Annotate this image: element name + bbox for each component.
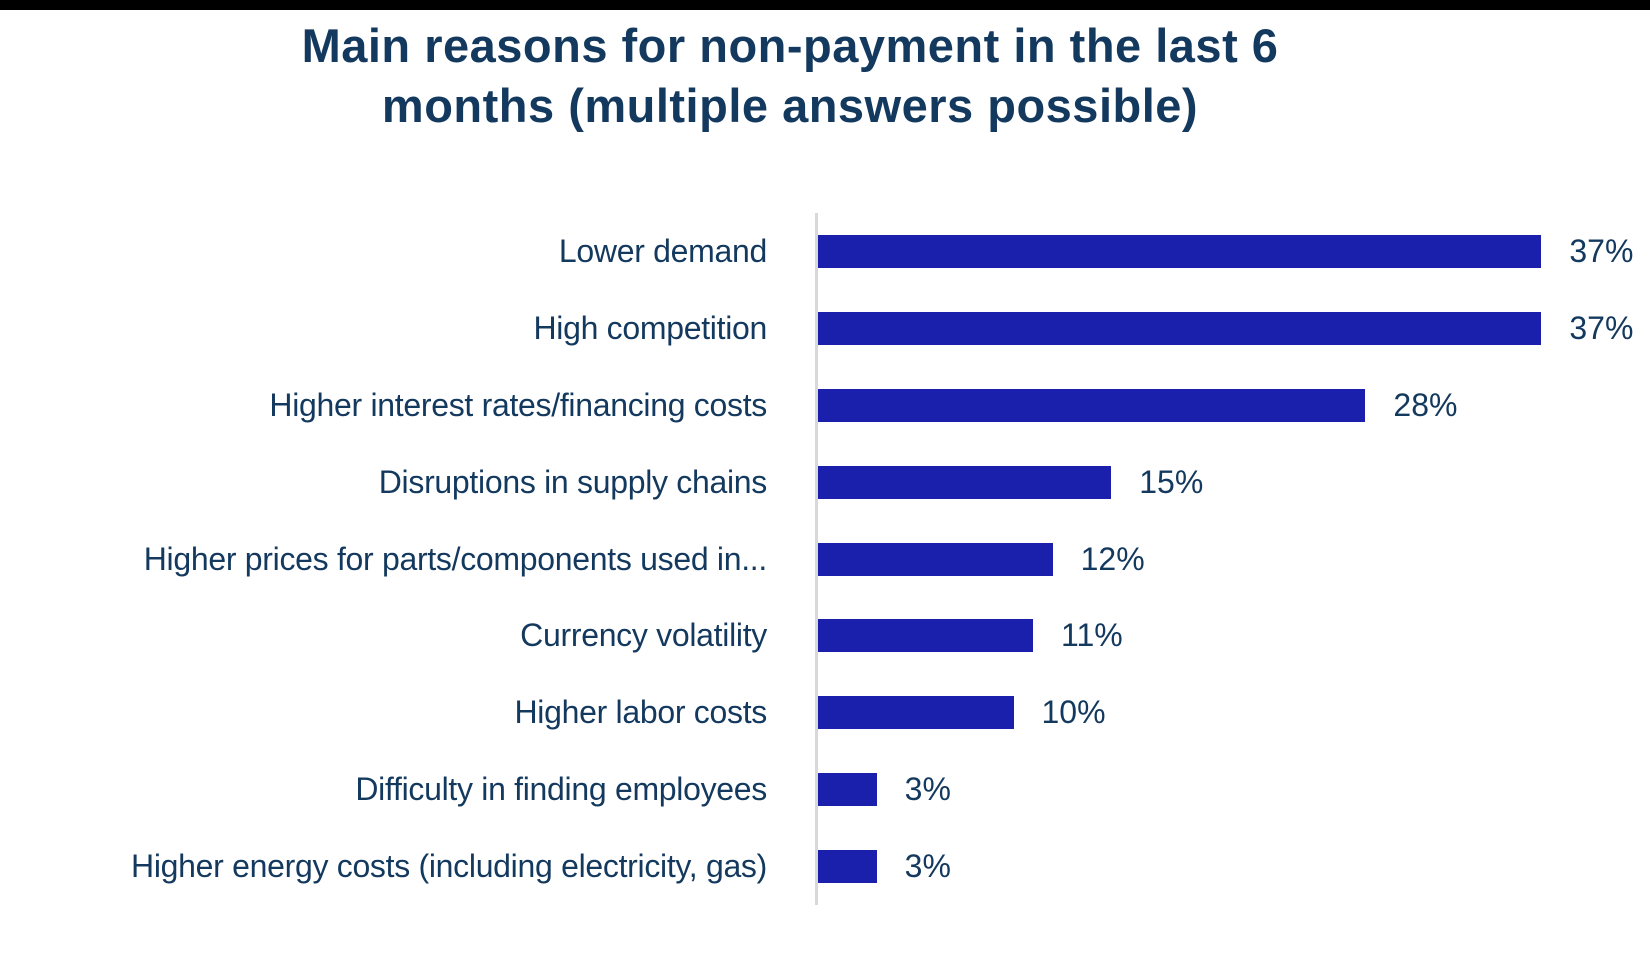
- bar: [818, 234, 1542, 268]
- value-label: 12%: [1080, 540, 1145, 577]
- chart-row: Lower demand 37%: [0, 213, 1650, 290]
- bar: [818, 696, 1014, 730]
- category-label: Higher prices for parts/components used …: [143, 540, 768, 577]
- category-label: Lower demand: [558, 232, 767, 269]
- plot-row: 37%: [815, 289, 1650, 367]
- category-label: Higher energy costs (including electrici…: [131, 848, 767, 885]
- bar: [818, 773, 877, 807]
- chart-title-line1: Main reasons for non-payment in the last…: [301, 19, 1279, 72]
- plot-row: 37%: [815, 213, 1650, 290]
- plot-row: 10%: [815, 674, 1650, 752]
- value-label: 37%: [1569, 309, 1634, 346]
- chart-title-line2: months (multiple answers possible): [381, 79, 1199, 133]
- bar: [818, 619, 1034, 653]
- plot-row: 3%: [815, 751, 1650, 829]
- plot-row: 11%: [815, 597, 1650, 675]
- chart-row: Difficulty in finding employees 3%: [0, 751, 1650, 829]
- value-label: 28%: [1393, 386, 1458, 423]
- chart-title: Main reasons for non-payment in the last…: [0, 0, 1580, 136]
- category-label: Higher labor costs: [514, 694, 768, 731]
- bar: [818, 542, 1053, 576]
- chart-row: Higher prices for parts/components used …: [0, 520, 1650, 598]
- value-label: 15%: [1139, 463, 1204, 500]
- chart-row: High competition 37%: [0, 289, 1650, 367]
- plot-row: 3%: [815, 828, 1650, 906]
- chart-row: Higher labor costs 10%: [0, 674, 1650, 752]
- chart-row: Higher energy costs (including electrici…: [0, 828, 1650, 906]
- plot-row: 12%: [815, 520, 1650, 598]
- category-label: Higher interest rates/financing costs: [269, 386, 767, 423]
- value-label: 3%: [904, 848, 951, 885]
- category-label: Currency volatility: [520, 617, 767, 654]
- plot-row: 28%: [815, 366, 1650, 444]
- value-label: 3%: [904, 771, 951, 808]
- top-border-bar: [0, 0, 1650, 10]
- chart-row: Disruptions in supply chains 15%: [0, 443, 1650, 521]
- category-label: Disruptions in supply chains: [378, 463, 768, 500]
- value-label: 37%: [1569, 232, 1634, 269]
- chart-row: Higher interest rates/financing costs 28%: [0, 366, 1650, 444]
- bar: [818, 850, 877, 884]
- category-label: Difficulty in finding employees: [355, 771, 767, 808]
- bar-chart-plot-area: Lower demand 37% High competition 37% Higher…: [0, 213, 1650, 906]
- chart-row: Currency volatility 11%: [0, 597, 1650, 675]
- bar: [818, 465, 1112, 499]
- plot-row: 15%: [815, 443, 1650, 521]
- bar: [818, 311, 1542, 345]
- value-label: 10%: [1041, 694, 1106, 731]
- bar: [818, 388, 1366, 422]
- value-label: 11%: [1061, 617, 1123, 654]
- category-label: High competition: [533, 309, 767, 346]
